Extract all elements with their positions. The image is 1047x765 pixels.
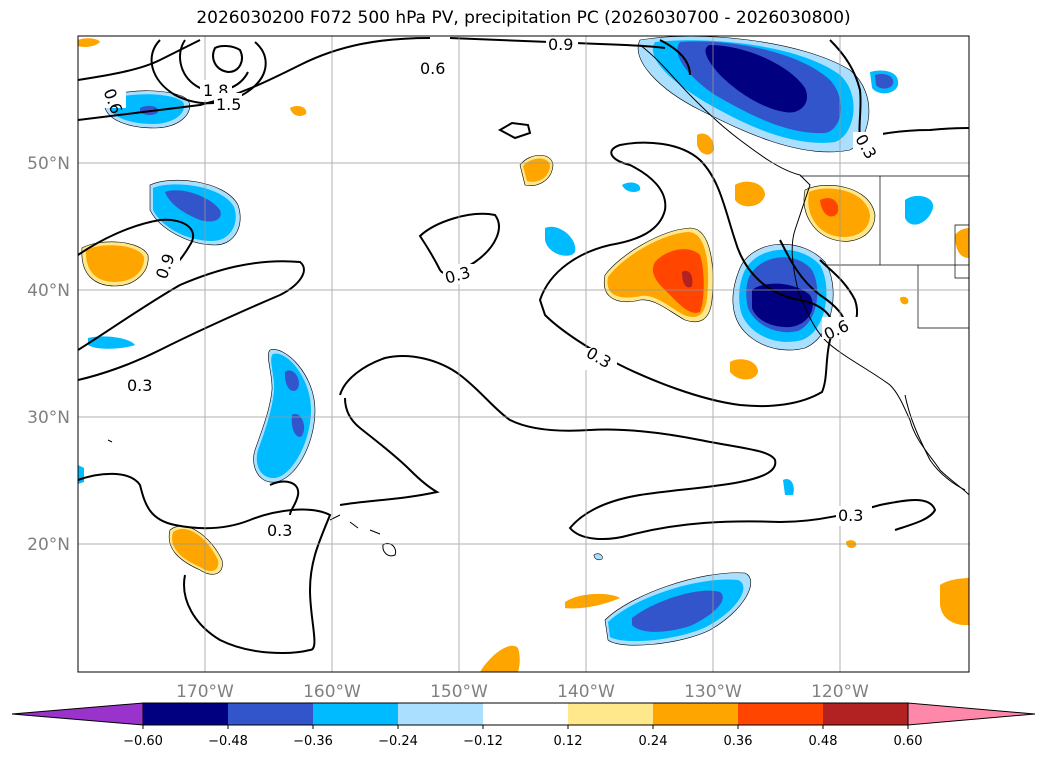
colorbar-extend-low xyxy=(11,702,144,726)
precip-blob-pos-north-mid xyxy=(523,158,550,182)
precip-blob-pos-nv xyxy=(955,228,969,258)
lat-label: 40°N xyxy=(27,281,70,301)
precip-blob-pos-se xyxy=(940,578,969,626)
lon-label: 160°W xyxy=(303,682,361,702)
political-borders xyxy=(800,175,969,329)
map-title: 2026030200 F072 500 hPa PV, precipitatio… xyxy=(196,8,851,28)
precip-blob-pos-wa-coast xyxy=(697,133,715,155)
coastlines xyxy=(107,44,969,557)
precip-blob-bc-east-in xyxy=(875,74,894,89)
precip-blob-pos-nw2 xyxy=(290,106,307,116)
precip-blob-pos-nw xyxy=(78,38,100,47)
precip-blob-pos-s2 xyxy=(565,593,620,609)
colorbar-label: 0.12 xyxy=(554,734,583,749)
precip-blob-pos-ca xyxy=(730,359,758,380)
colorbar-segment xyxy=(483,703,568,725)
pv-contours xyxy=(78,37,969,654)
precip-blob-pos-main-max xyxy=(682,270,693,288)
precip-blob-ca-max xyxy=(752,283,813,328)
colorbar-label: 0.60 xyxy=(894,734,923,749)
contour-label: 0.6 xyxy=(420,59,445,78)
contour-label-group: 1.8 1.5 0.9 0.6 0.6 0.9 0.3 0.3 0.3 0.3 … xyxy=(98,35,883,540)
colorbar-segment xyxy=(313,703,398,725)
colorbar-label: −0.12 xyxy=(463,734,503,749)
precip-blob-s-in xyxy=(632,590,723,632)
precip-blob-bc-max xyxy=(705,45,808,113)
lat-axis-labels: 50°N 40°N 30°N 20°N xyxy=(27,154,70,555)
contour-label: 0.9 xyxy=(548,35,573,54)
colorbar-label: −0.24 xyxy=(378,734,418,749)
precip-blob-baja xyxy=(783,478,794,495)
precip-blob-pos-tiny2 xyxy=(900,296,909,305)
colorbar-segment xyxy=(228,703,313,725)
colorbar-segment xyxy=(653,703,738,725)
precip-blob-hawaii-n-in1 xyxy=(284,370,299,392)
colorbar-label: 0.36 xyxy=(724,734,753,749)
precip-blob-idaho xyxy=(905,195,934,225)
colorbar-label: −0.36 xyxy=(293,734,333,749)
contour-label: 1.5 xyxy=(216,95,241,114)
precip-blob-nw xyxy=(88,336,135,349)
precip-blob-pos-20n-mid xyxy=(172,528,219,572)
precip-blob-pos-s1 xyxy=(480,645,520,672)
lon-label: 130°W xyxy=(684,682,742,702)
lat-label: 50°N xyxy=(27,154,70,174)
lat-label: 20°N xyxy=(27,535,70,555)
colorbar: −0.60 −0.48 −0.36 −0.24 −0.12 0.12 0.24 0.36 0.4… xyxy=(11,702,1036,749)
precip-fill-layer xyxy=(78,36,969,672)
colorbar-label: −0.48 xyxy=(208,734,248,749)
lon-label: 150°W xyxy=(430,682,488,702)
precip-blob-central xyxy=(545,226,576,256)
contour-label: 0.3 xyxy=(838,506,863,525)
precip-blob-pos-main-strong xyxy=(652,249,704,313)
precip-blob-small xyxy=(622,182,641,193)
colorbar-segment xyxy=(398,703,483,725)
colorbar-segment xyxy=(568,703,653,725)
lon-label: 120°W xyxy=(811,682,869,702)
map-frame xyxy=(77,35,970,673)
precip-blob-w xyxy=(78,465,84,484)
colorbar-extend-high xyxy=(907,702,1036,726)
colorbar-label: 0.24 xyxy=(639,734,668,749)
colorbar-segment xyxy=(143,703,228,725)
precip-blob-pos-bc xyxy=(735,181,765,207)
colorbar-frame xyxy=(142,702,909,726)
precip-blob-dateline-in xyxy=(165,190,221,222)
contour-label: 0.3 xyxy=(127,376,152,395)
colorbar-segment xyxy=(823,703,908,725)
contour-label: 0.3 xyxy=(267,521,292,540)
precip-blob-pos-w40-mid xyxy=(85,245,145,282)
precip-blob-hawaii-n-in2 xyxy=(291,414,305,437)
precip-blob-pos-wa-in xyxy=(820,198,839,217)
lon-axis-labels: 170°W 160°W 150°W 140°W 130°W 120°W xyxy=(176,682,869,702)
colorbar-label: −0.60 xyxy=(123,734,163,749)
lat-label: 30°N xyxy=(27,408,70,428)
lon-label: 170°W xyxy=(176,682,234,702)
colorbar-segment xyxy=(738,703,823,725)
precip-blob-tiny xyxy=(593,553,603,561)
lon-label: 140°W xyxy=(557,682,615,702)
colorbar-label: 0.48 xyxy=(809,734,838,749)
